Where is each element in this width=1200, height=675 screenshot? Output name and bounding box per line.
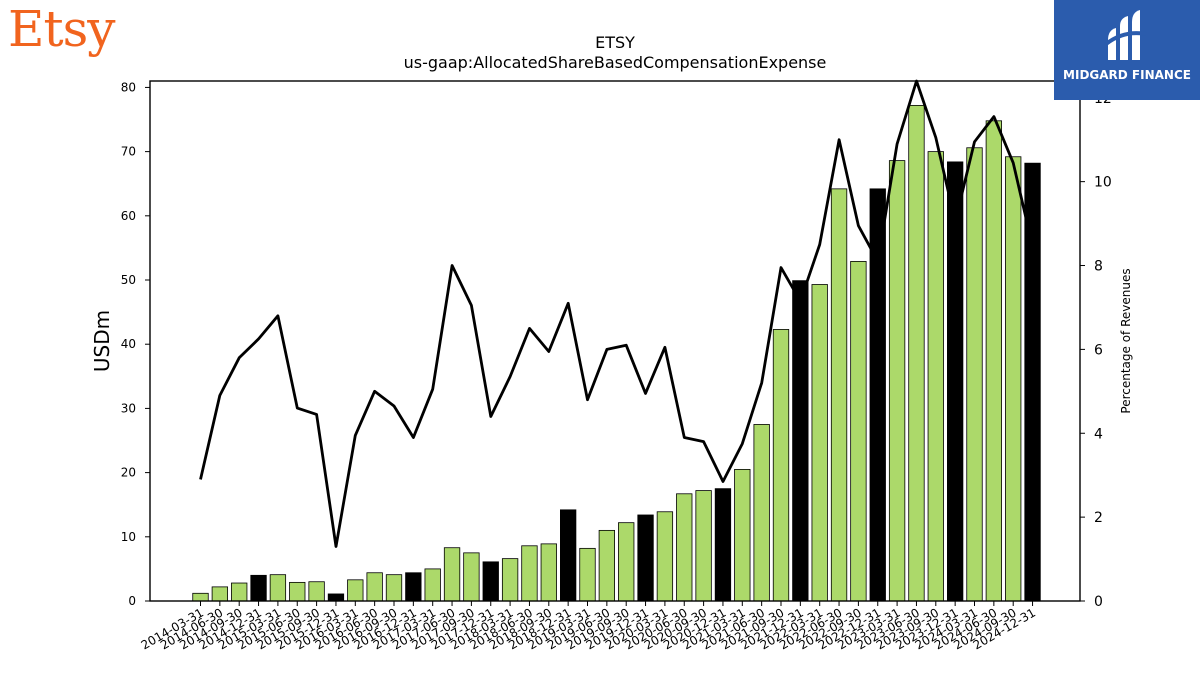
bar	[560, 509, 577, 602]
bar	[888, 160, 906, 602]
bar	[192, 592, 209, 602]
bar	[947, 161, 964, 602]
y2-tick-label: 6	[1094, 342, 1103, 358]
y2-axis-label: Percentage of Revenues	[1119, 268, 1133, 413]
bar	[579, 547, 596, 602]
bar	[366, 572, 383, 602]
bar	[753, 424, 770, 602]
bar	[830, 188, 848, 602]
line-group	[199, 79, 1034, 548]
y-tick-label: 80	[121, 80, 136, 94]
bar	[850, 260, 867, 602]
bar	[676, 493, 693, 602]
bar	[482, 561, 499, 602]
y-tick-label: 40	[121, 337, 136, 351]
etsy-logo: Etsy	[8, 0, 115, 58]
bar-group	[192, 104, 1041, 602]
bar	[405, 572, 422, 602]
bar	[792, 280, 809, 602]
y2-tick-label: 10	[1094, 175, 1112, 191]
bar	[734, 468, 751, 602]
bar	[637, 514, 654, 602]
y-axis-right: 024681012	[1080, 91, 1112, 610]
bar	[656, 511, 674, 602]
bar	[811, 284, 828, 602]
midgard-finance-badge: MIDGARD FINANCE	[1054, 0, 1200, 100]
y-axis-left: 0 10 20 30 40 50 60 70 80	[121, 80, 150, 608]
plot-frame	[149, 80, 1081, 602]
y-tick-label: 70	[121, 145, 136, 159]
bar	[443, 547, 461, 602]
midgard-logo-icon	[1104, 10, 1147, 60]
bar	[501, 558, 519, 602]
chart-title: ETSY	[595, 33, 635, 52]
bar	[308, 581, 325, 602]
bar	[211, 586, 229, 602]
badge-text: MIDGARD FINANCE	[1063, 68, 1191, 82]
bar	[695, 490, 712, 602]
y2-tick-label: 2	[1094, 510, 1103, 526]
y2-tick-label: 4	[1094, 426, 1103, 442]
bar	[1005, 156, 1022, 602]
y-tick-label: 0	[128, 594, 136, 608]
bar	[927, 151, 944, 602]
chart-subtitle: us-gaap:AllocatedShareBasedCompensationE…	[404, 53, 827, 72]
y2-tick-label: 0	[1094, 594, 1103, 610]
bar	[463, 552, 480, 602]
bar	[289, 581, 306, 602]
bar	[966, 147, 983, 602]
bar	[269, 574, 287, 602]
bar	[714, 488, 732, 602]
y-tick-label: 30	[121, 401, 136, 415]
bar	[385, 574, 403, 602]
bar	[231, 582, 248, 602]
bar	[521, 545, 538, 602]
bar	[772, 329, 790, 602]
bar	[908, 104, 925, 602]
bar	[598, 529, 615, 602]
bar	[347, 579, 364, 602]
bar	[985, 120, 1002, 602]
y-tick-label: 20	[121, 466, 136, 480]
y-tick-label: 50	[121, 273, 136, 287]
bar	[250, 574, 267, 602]
bar	[540, 543, 557, 602]
y-tick-label: 60	[121, 209, 136, 223]
bar	[618, 522, 635, 602]
series-line	[199, 79, 1034, 548]
bar	[327, 593, 345, 602]
y-axis-label: USDm	[90, 310, 114, 372]
y2-tick-label: 8	[1094, 259, 1103, 275]
bar	[424, 568, 441, 602]
x-axis: 2014-03-312014-06-302014-09-302014-12-31…	[139, 601, 1038, 652]
y-tick-label: 10	[121, 530, 136, 544]
